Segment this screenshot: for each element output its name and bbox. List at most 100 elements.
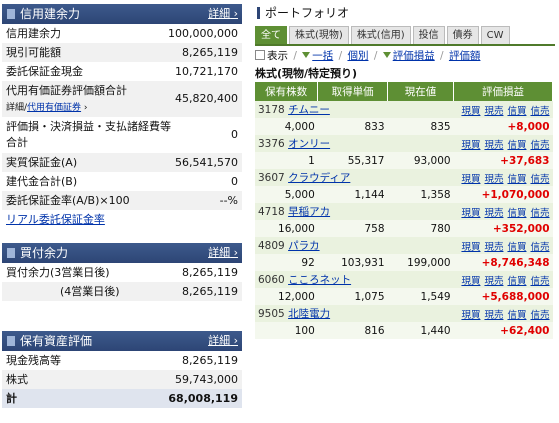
price-cell: 199,000 — [387, 254, 454, 271]
holding-name-row: 6060 こころネット 現買 現売 信買 信売 — [255, 271, 553, 288]
cost-cell: 816 — [317, 322, 388, 339]
cost-cell: 55,317 — [317, 152, 388, 169]
view-all-link[interactable]: 一括 — [312, 50, 334, 62]
stock-name-link[interactable]: こころネット — [288, 274, 352, 286]
buying-row: (4営業日後) 8,265,119 — [2, 282, 242, 301]
stock-name-link[interactable]: 早稲アカ — [288, 206, 331, 218]
eval-amount-link[interactable]: 評価額 — [448, 50, 481, 62]
action-link-3[interactable]: 信売 — [530, 309, 550, 321]
header-pl: 評価損益 — [453, 82, 553, 101]
price-cell: 1,440 — [387, 322, 454, 339]
substitute-securities-link[interactable]: 代用有価証券 — [27, 103, 82, 113]
holding-data-row: 4,000 833 835 +8,000 — [255, 118, 553, 135]
credit-rows: 信用建余力 100,000,000 現引可能額 8,265,119 委託保証金現… — [2, 24, 242, 229]
action-link-0[interactable]: 現買 — [461, 241, 481, 253]
assets-total-row: 計 68,008,119 — [2, 389, 242, 408]
assets-row: 株式 59,743,000 — [2, 370, 242, 389]
holding-data-row: 12,000 1,075 1,549 +5,688,000 — [255, 288, 553, 305]
action-link-0[interactable]: 現買 — [461, 207, 481, 219]
action-link-2[interactable]: 信買 — [507, 173, 527, 185]
action-link-1[interactable]: 現売 — [484, 241, 504, 253]
assets-detail-link[interactable]: 詳細 — [208, 331, 238, 351]
action-link-0[interactable]: 現買 — [461, 139, 481, 151]
tab-stock-margin[interactable]: 株式(信用) — [350, 26, 411, 44]
header-cost: 取得単価 — [317, 82, 388, 101]
pl-cell: +8,746,348 — [453, 254, 553, 271]
stock-code: 3178 — [258, 104, 285, 116]
portfolio-title: ポートフォリオ — [255, 4, 555, 22]
stock-name-link[interactable]: クラウディア — [288, 172, 351, 184]
action-link-2[interactable]: 信買 — [507, 207, 527, 219]
stock-code: 6060 — [258, 274, 285, 286]
stock-name-link[interactable]: チムニー — [288, 104, 330, 116]
holding-data-row: 100 816 1,440 +62,400 — [255, 322, 553, 339]
credit-detail-link[interactable]: 詳細 — [208, 4, 238, 24]
cost-cell: 1,144 — [317, 186, 388, 203]
stock-name-link[interactable]: パラカ — [288, 240, 320, 252]
buying-detail-link[interactable]: 詳細 — [208, 243, 238, 263]
credit-row: 信用建余力 100,000,000 — [2, 24, 242, 43]
header-qty: 保有株数 — [255, 82, 319, 101]
stock-name-link[interactable]: 北陸電力 — [288, 308, 331, 320]
eval-pl-link[interactable]: 評価損益 — [392, 50, 435, 62]
tab-bonds[interactable]: 債券 — [446, 26, 479, 44]
portfolio-column: ポートフォリオ 全て 株式(現物) 株式(信用) 投信 債券 CW 表示 / 一… — [255, 4, 555, 339]
holdings-section-title: 株式(現物/特定預り) — [255, 67, 358, 80]
action-link-3[interactable]: 信売 — [530, 173, 550, 185]
portfolio-tabs: 全て 株式(現物) 株式(信用) 投信 債券 CW — [255, 26, 555, 46]
action-link-3[interactable]: 信売 — [530, 105, 550, 117]
assets-row: 現金残高等 8,265,119 — [2, 351, 242, 370]
view-each-link[interactable]: 個別 — [347, 50, 369, 62]
assets-panel-header: 保有資産評価 詳細 — [2, 331, 242, 351]
credit-row: 実質保証金(A) 56,541,570 — [2, 153, 242, 172]
action-link-3[interactable]: 信売 — [530, 207, 550, 219]
tab-stock-cash[interactable]: 株式(現物) — [289, 26, 349, 44]
stock-code: 3376 — [258, 138, 285, 150]
price-cell: 1,549 — [387, 288, 454, 305]
real-margin-ratio-link[interactable]: リアル委託保証金率 — [6, 213, 105, 226]
qty-cell: 4,000 — [255, 118, 318, 135]
action-link-2[interactable]: 信買 — [507, 105, 527, 117]
action-link-1[interactable]: 現売 — [484, 105, 504, 117]
holding-name-row: 3178 チムニー 現買 現売 信買 信売 — [255, 101, 553, 118]
qty-cell: 12,000 — [255, 288, 318, 305]
credit-row: 代用有価証券評価額合計 詳細/代用有価証券 › 45,820,400 — [2, 81, 242, 117]
sub-prefix: 詳細/ — [6, 103, 28, 113]
action-link-1[interactable]: 現売 — [484, 173, 504, 185]
pl-cell: +8,000 — [453, 118, 553, 135]
action-link-0[interactable]: 現買 — [461, 309, 481, 321]
holding-data-row: 1 55,317 93,000 +37,683 — [255, 152, 553, 169]
action-link-2[interactable]: 信買 — [507, 241, 527, 253]
tab-funds[interactable]: 投信 — [412, 26, 445, 44]
tab-cw[interactable]: CW — [480, 26, 510, 44]
action-link-1[interactable]: 現売 — [484, 275, 504, 287]
action-link-0[interactable]: 現買 — [461, 173, 481, 185]
portfolio-toolbar: 表示 / 一括 / 個別 / 評価損益 / 評価額 — [255, 48, 555, 64]
action-link-0[interactable]: 現買 — [461, 275, 481, 287]
display-icon — [255, 50, 265, 60]
action-link-2[interactable]: 信買 — [507, 139, 527, 151]
cost-cell: 103,931 — [317, 254, 388, 271]
holding-name-row: 4809 パラカ 現買 現売 信買 信売 — [255, 237, 553, 254]
action-link-1[interactable]: 現売 — [484, 309, 504, 321]
credit-row: 委託保証金率(A/B)×100 --% — [2, 191, 242, 210]
action-link-1[interactable]: 現売 — [484, 139, 504, 151]
cost-cell: 758 — [317, 220, 388, 237]
pl-cell: +352,000 — [453, 220, 553, 237]
stock-name-link[interactable]: オンリー — [288, 138, 331, 150]
price-cell: 780 — [387, 220, 454, 237]
action-link-2[interactable]: 信買 — [507, 275, 527, 287]
header-price: 現在値 — [387, 82, 455, 101]
action-link-1[interactable]: 現売 — [484, 207, 504, 219]
credit-row: 現引可能額 8,265,119 — [2, 43, 242, 62]
stock-code: 4718 — [258, 206, 285, 218]
credit-row: 建代金合計(B) 0 — [2, 172, 242, 191]
action-link-3[interactable]: 信売 — [530, 139, 550, 151]
qty-cell: 92 — [255, 254, 318, 271]
action-link-3[interactable]: 信売 — [530, 275, 550, 287]
tab-all[interactable]: 全て — [255, 26, 287, 44]
action-link-3[interactable]: 信売 — [530, 241, 550, 253]
action-link-0[interactable]: 現買 — [461, 105, 481, 117]
action-link-2[interactable]: 信買 — [507, 309, 527, 321]
holding-data-row: 16,000 758 780 +352,000 — [255, 220, 553, 237]
